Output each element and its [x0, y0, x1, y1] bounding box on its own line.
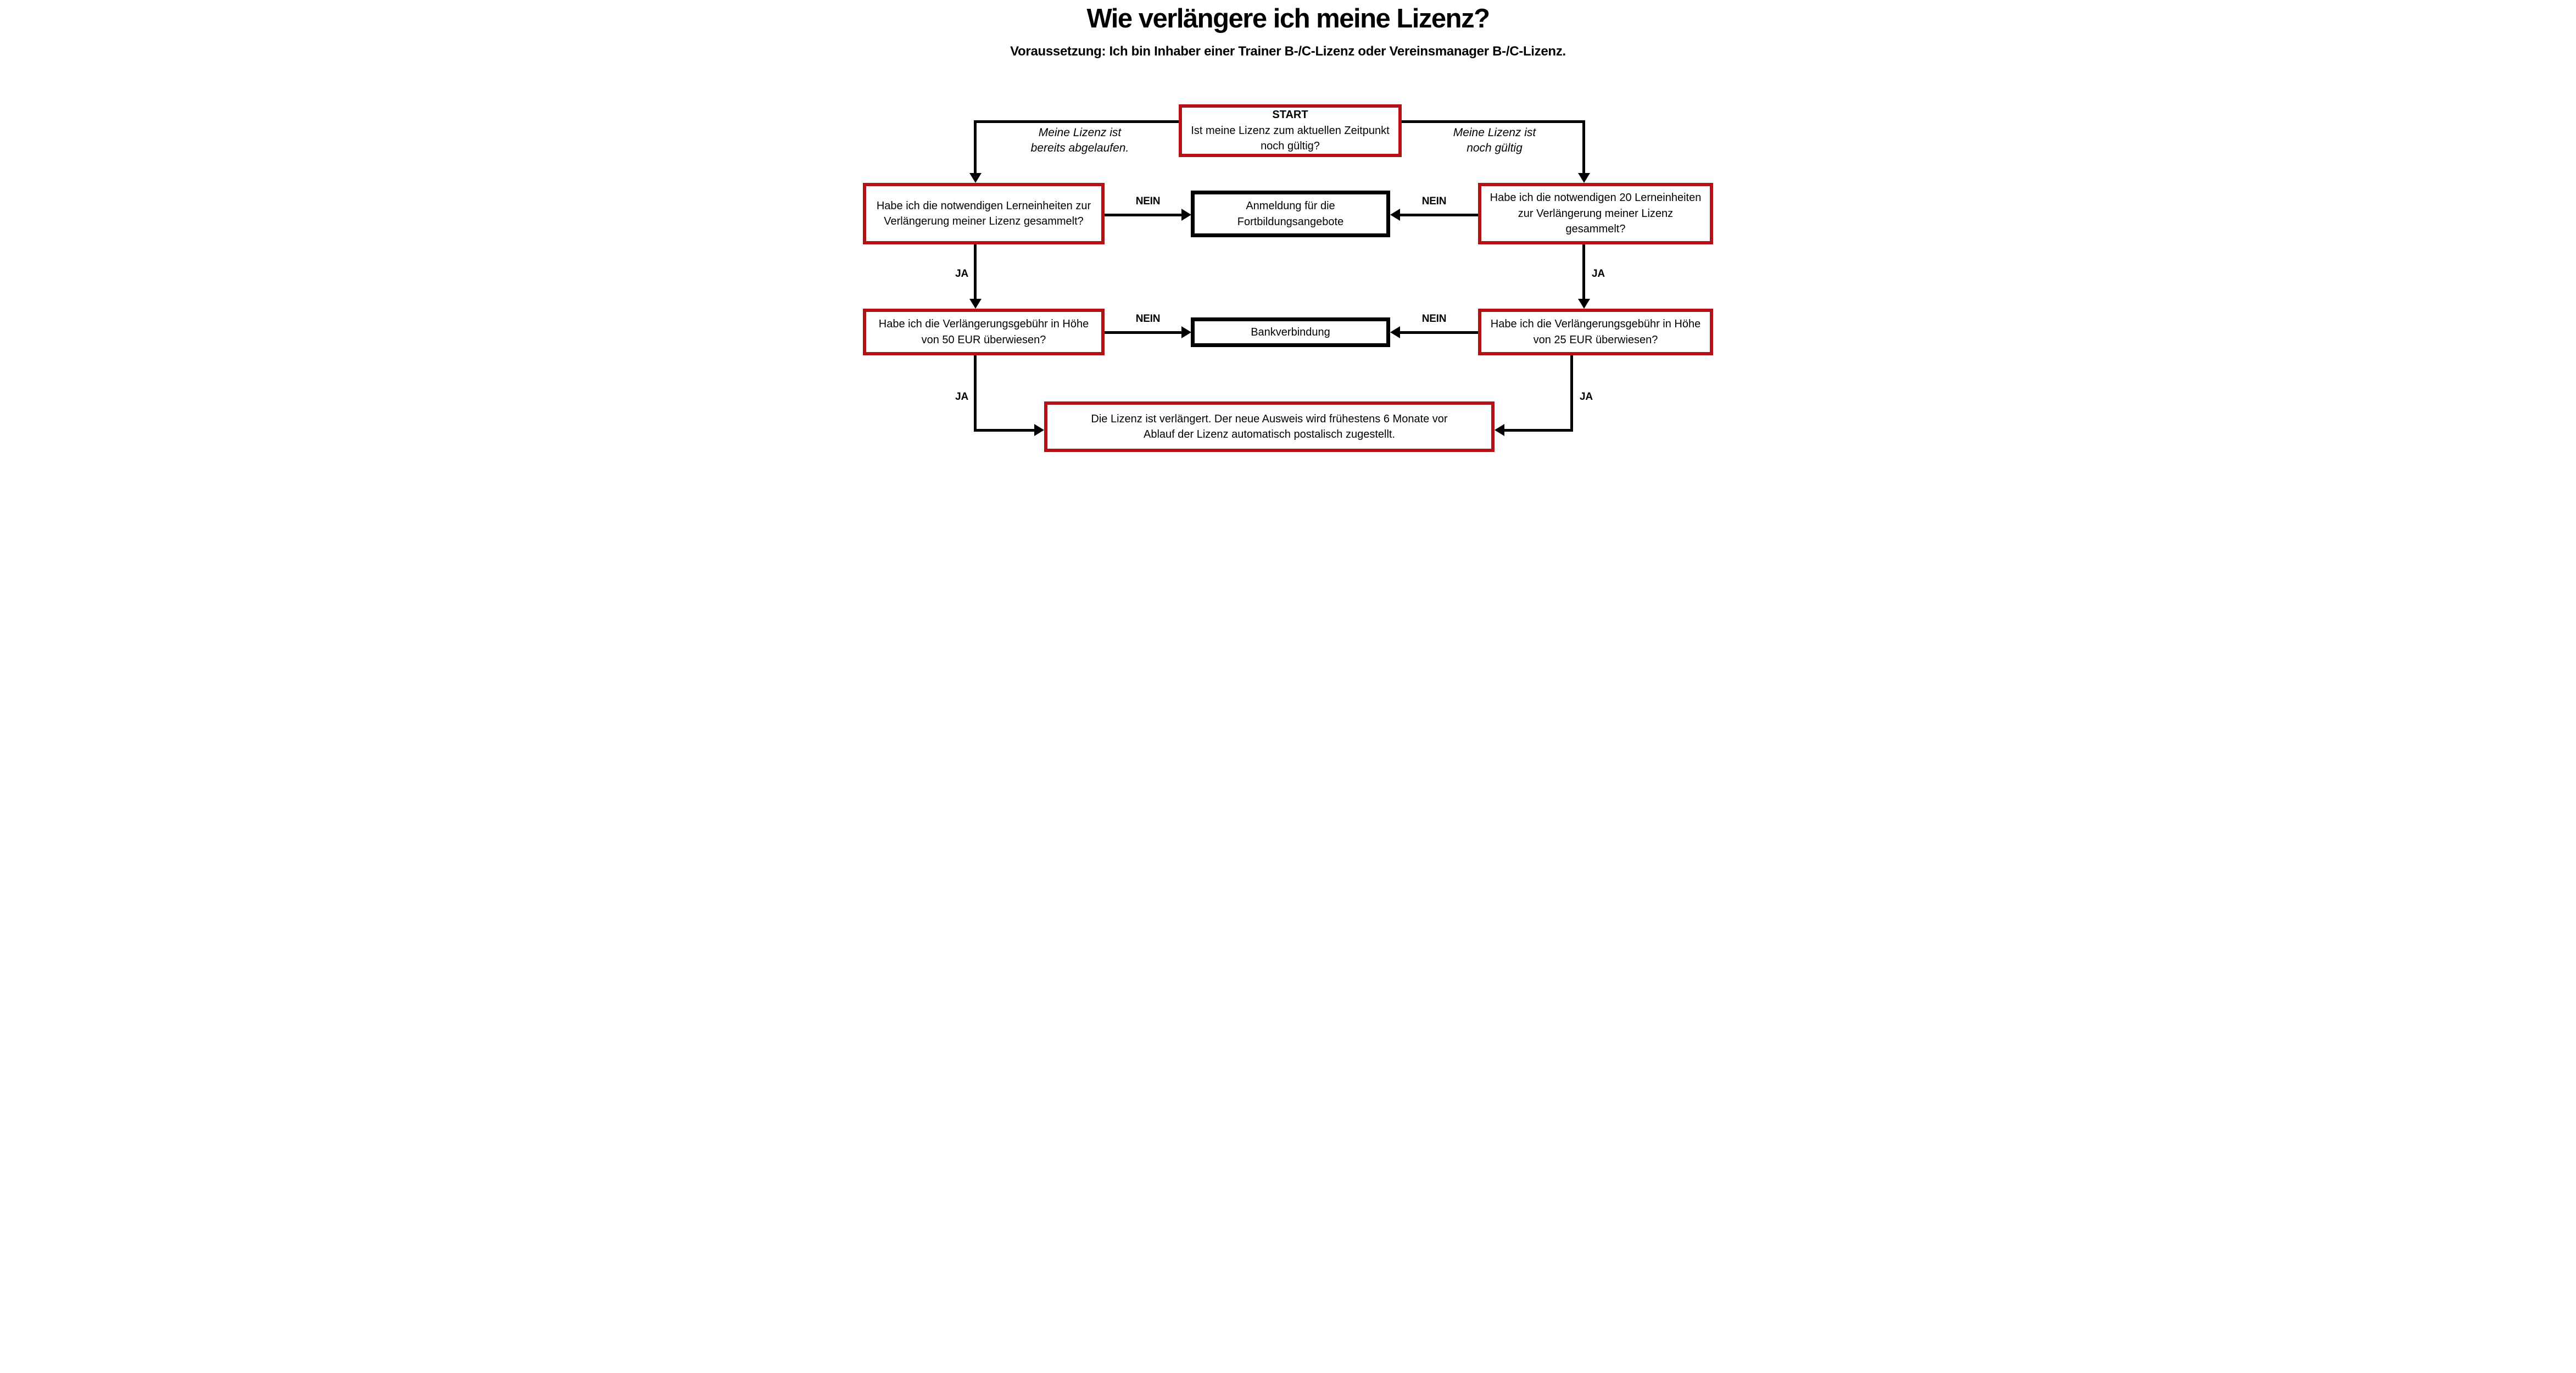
page-title: Wie verlängere ich meine Lizenz?: [1086, 4, 1490, 34]
arrowhead-nein-left-2: [1181, 326, 1191, 338]
branch-label-valid: Meine Lizenz ist noch gültig: [1453, 126, 1536, 155]
connector-start-right-vertical: [1582, 120, 1585, 173]
arrowhead-into-left-q1: [969, 173, 982, 183]
node-info-training: Anmeldung für die Fortbildungsangebote: [1191, 191, 1390, 237]
arrowhead-ja-right-1: [1578, 299, 1590, 309]
connector-nein-right-1: [1400, 214, 1478, 216]
connector-ja-right-1: [1582, 244, 1585, 299]
node-left-q2: Habe ich die Verlängerungsgebühr in Höhe…: [863, 309, 1105, 355]
connector-nein-left-2: [1105, 331, 1181, 334]
node-result: Die Lizenz ist verlängert. Der neue Ausw…: [1044, 401, 1495, 452]
page-subtitle: Voraussetzung: Ich bin Inhaber einer Tra…: [1010, 44, 1566, 59]
start-label: START: [1272, 109, 1308, 121]
label-ja-right-1: JA: [1592, 268, 1605, 280]
arrowhead-ja-left-1: [969, 299, 982, 309]
label-nein-left-1: NEIN: [1135, 196, 1161, 207]
label-ja-left-2: JA: [955, 391, 968, 403]
arrowhead-nein-right-2: [1390, 326, 1400, 338]
label-ja-left-1: JA: [955, 268, 968, 280]
node-right-q2: Habe ich die Verlängerungsgebühr in Höhe…: [1478, 309, 1713, 355]
arrowhead-nein-right-1: [1390, 209, 1400, 221]
branch-label-expired: Meine Lizenz ist bereits abgelaufen.: [1030, 126, 1129, 155]
node-right-q1: Habe ich die notwendigen 20 Lerneinheite…: [1478, 183, 1713, 244]
connector-nein-left-1: [1105, 214, 1181, 216]
arrowhead-nein-left-1: [1181, 209, 1191, 221]
arrowhead-into-result-right: [1495, 424, 1504, 436]
label-nein-left-2: NEIN: [1135, 313, 1161, 325]
connector-ja-left-1: [974, 244, 977, 299]
label-nein-right-2: NEIN: [1421, 313, 1447, 325]
start-question: Ist meine Lizenz zum aktuellen Zeitpunkt…: [1191, 124, 1390, 153]
arrowhead-into-right-q1: [1578, 173, 1590, 183]
connector-start-left-vertical: [974, 120, 977, 173]
node-start: START Ist meine Lizenz zum aktuellen Zei…: [1179, 104, 1402, 157]
arrowhead-into-result-left: [1034, 424, 1044, 436]
label-ja-right-2: JA: [1580, 391, 1593, 403]
flowchart-license-renewal: Wie verlängere ich meine Lizenz? Vorauss…: [857, 0, 1719, 459]
connector-start-left-horizontal: [974, 120, 1179, 123]
connector-ja-left-2-horizontal: [974, 429, 1034, 432]
connector-start-right-horizontal: [1402, 120, 1585, 123]
label-nein-right-1: NEIN: [1421, 196, 1447, 207]
connector-ja-left-2-vertical: [974, 355, 977, 432]
node-left-q1: Habe ich die notwendigen Lerneinheiten z…: [863, 183, 1105, 244]
node-info-bank: Bankverbindung: [1191, 317, 1390, 347]
connector-ja-right-2-horizontal: [1504, 429, 1573, 432]
connector-nein-right-2: [1400, 331, 1478, 334]
connector-ja-right-2-vertical: [1570, 355, 1573, 432]
